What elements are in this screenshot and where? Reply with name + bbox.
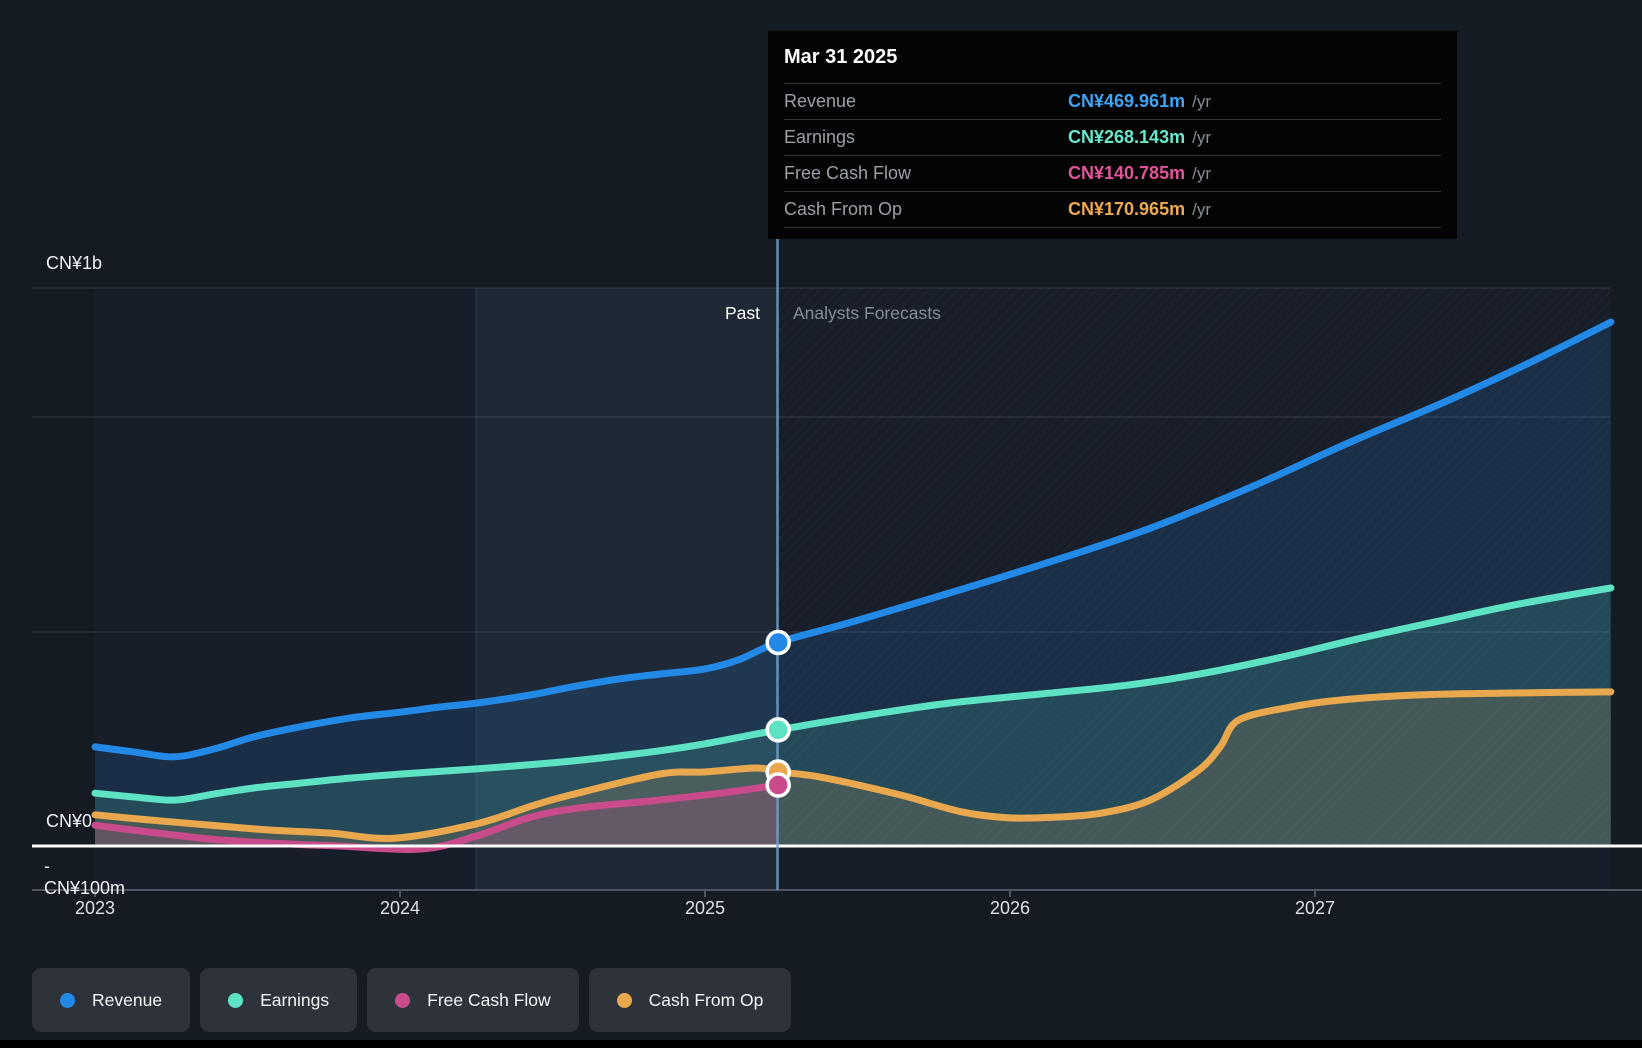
legend-chip-fcf[interactable]: Free Cash Flow <box>367 968 579 1032</box>
tooltip-row-label: Cash From Op <box>784 199 903 219</box>
tooltip-row-label: Free Cash Flow <box>784 163 912 183</box>
past-zone-label: Past <box>724 303 760 323</box>
tooltip-bottom-rule <box>784 227 1441 244</box>
x-axis-label-2027: 2027 <box>1294 898 1336 918</box>
legend-label: Earnings <box>260 989 330 1010</box>
tooltip-row-value: CN¥268.143m <box>1068 127 1186 147</box>
legend-chip-cashop[interactable]: Cash From Op <box>588 968 792 1032</box>
tooltip-row-label: Earnings <box>784 127 856 147</box>
tooltip-row-revenue: Revenue CN¥469.961m/yr <box>784 83 1441 119</box>
legend-chip-revenue[interactable]: Revenue <box>32 968 191 1032</box>
legend: Revenue Earnings Free Cash Flow Cash From O… <box>32 968 792 1032</box>
bottom-bar <box>0 1040 1642 1048</box>
earnings-line <box>91 584 1615 804</box>
tooltip-row-earnings: Earnings CN¥268.143m/yr <box>784 119 1441 155</box>
fcf-area-fill <box>95 785 779 850</box>
forecast-hatch <box>777 288 1610 846</box>
earnings-marker-dot[interactable] <box>765 717 791 743</box>
legend-label: Revenue <box>92 989 163 1010</box>
fcf-legend-dot <box>395 992 411 1008</box>
tooltip-row-suffix: /yr <box>1192 163 1211 183</box>
revenue-marker-dot[interactable] <box>765 629 791 656</box>
tooltip-row-suffix: /yr <box>1192 199 1211 219</box>
tooltip-row-value: CN¥469.961m <box>1068 91 1186 111</box>
revenue-line <box>91 318 1615 761</box>
x-axis-label-2026: 2026 <box>989 898 1031 918</box>
legend-label: Free Cash Flow <box>427 989 551 1010</box>
x-axis-label-2023: 2023 <box>74 898 116 918</box>
revenue-legend-dot <box>60 992 75 1008</box>
tooltip-date: Mar 31 2025 <box>784 45 898 68</box>
cashop-line <box>91 688 1615 842</box>
legend-chip-earnings[interactable]: Earnings <box>200 968 358 1032</box>
legend-label: Cash From Op <box>648 989 764 1010</box>
tooltip-row-label: Revenue <box>784 91 857 111</box>
x-axis-label-2025: 2025 <box>684 898 726 918</box>
x-axis-label-2024: 2024 <box>379 898 421 918</box>
tooltip-row-value: CN¥140.785m <box>1068 163 1186 183</box>
fcf-marker-dot[interactable] <box>765 772 791 798</box>
tooltip-row-suffix: /yr <box>1192 91 1211 111</box>
cashop-legend-dot <box>616 992 632 1008</box>
tooltip-row-suffix: /yr <box>1192 127 1211 147</box>
y-axis-label-0: CN¥1b <box>46 253 103 273</box>
tooltip-row-value: CN¥170.965m <box>1068 199 1186 219</box>
tooltip-row-free-cash-flow: Free Cash Flow CN¥140.785m/yr <box>784 155 1441 191</box>
tooltip-row-cash-from-op: Cash From Op CN¥170.965m/yr <box>784 191 1441 227</box>
earnings-legend-dot <box>228 992 244 1008</box>
y-axis-label-1: CN¥0 <box>46 811 93 831</box>
forecast-zone-label: Analysts Forecasts <box>793 303 941 323</box>
y-axis-label-2: -CN¥100m <box>44 856 126 898</box>
tooltip: Mar 31 2025 Revenue CN¥469.961m/yr Earning… <box>768 31 1457 239</box>
